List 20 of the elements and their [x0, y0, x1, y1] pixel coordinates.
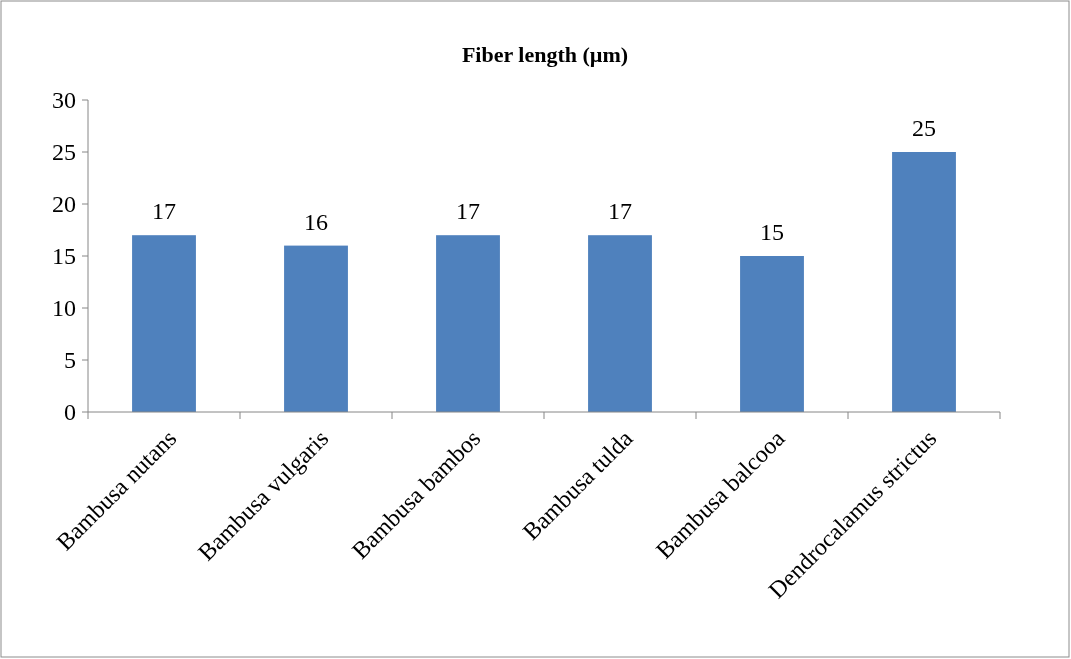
- data-label: 17: [152, 198, 176, 225]
- bar: [132, 235, 196, 412]
- bar: [284, 245, 348, 412]
- y-tick-label: 5: [64, 347, 76, 374]
- data-label: 16: [304, 208, 328, 235]
- chart-title: Fiber length (µm): [461, 42, 629, 67]
- data-label: 25: [912, 115, 936, 141]
- y-tick-label: 15: [52, 243, 76, 270]
- y-tick-label: 20: [52, 191, 76, 218]
- data-label: 17: [456, 198, 480, 225]
- y-tick-label: 25: [52, 139, 76, 166]
- y-tick-label: 30: [52, 87, 76, 114]
- bar: [892, 152, 956, 412]
- bar: [436, 235, 500, 412]
- bar: [588, 235, 652, 412]
- bar: [740, 256, 804, 412]
- y-tick-label: 0: [64, 399, 76, 426]
- data-label: 15: [760, 219, 784, 245]
- data-label: 17: [608, 198, 632, 225]
- y-tick-label: 10: [52, 295, 76, 322]
